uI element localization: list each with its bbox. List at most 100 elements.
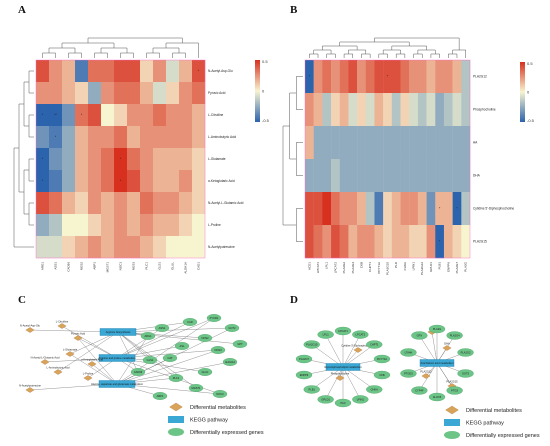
significance-mark: * [42,157,44,161]
gene-label: CKB [379,373,385,377]
heatmap-cell [140,60,154,83]
heatmap-cell [192,192,206,215]
heatmap-cell [374,126,384,160]
gene-label: GGT5 [462,372,470,376]
heatmap-cell [417,60,427,94]
heatmap-cell [114,192,128,215]
heatmap-cell [417,126,427,160]
heatmap-cell [114,236,128,259]
gene-node [130,368,146,376]
heatmap-cell [62,104,76,127]
heatmap-cell [339,93,349,127]
gene-node [224,324,240,332]
heatmap-cell [305,60,314,94]
gene-label: OAT [167,356,173,360]
heatmap-cell [101,170,115,193]
heatmap-cell [348,93,358,127]
heatmap-col-label: MGST1 [106,262,110,273]
heatmap-cell [62,170,76,193]
metabolite-node [353,347,363,353]
heatmap-cell [75,60,89,83]
gene-label: NOS3 [214,348,222,352]
network-edge [311,344,344,368]
heatmap-cell [75,236,89,259]
heatmap-cell [461,225,471,259]
network-edge [325,334,344,368]
dendrogram-link [87,37,183,43]
heatmap-row-label: L-Glutamate [208,157,226,161]
legend-metabolite-icon [445,405,459,415]
gene-label: CHKA [371,387,378,391]
gene-node [142,356,158,364]
heatmap-cell [400,192,410,226]
heatmap-cell [417,225,427,259]
kegg-pathway-label: Arachidonic acid metabolism [420,361,453,365]
legend-metabolite-label: Differential metabolites [190,405,246,411]
kegg-pathway-label: Glycerophospholipid metabolism [324,365,361,369]
heatmap-col-label: NOC3 [119,262,123,271]
heatmap-cell [391,60,401,94]
gene-node [303,385,320,394]
gene-node [366,340,383,349]
heatmap-row-label: N-Acetyl-L-Glutamic Acid [208,201,244,205]
heatmap-cell [49,170,63,193]
heatmap-row-label: N-Acetylputrescine [208,245,235,249]
gene-node [222,358,238,366]
scale-max-label: 0.5 [262,59,268,64]
heatmap-cell [391,93,401,127]
heatmap-cell [409,192,419,226]
heatmap-cell [400,60,410,94]
heatmap-cell [374,60,384,94]
heatmap-cell [409,93,419,127]
gene-label: GPLD1 [321,397,330,401]
heatmap-col-label: GLUL [171,262,175,270]
heatmap-col-label: NOS3 [132,262,136,271]
heatmap-cell [88,82,102,105]
heatmap-cell [62,236,76,259]
metabolite-label: N-Acetyl-Asp-Glu [20,324,41,328]
metabolite-node [87,361,97,367]
heatmap-cell [153,82,167,105]
gene-node [152,392,168,400]
heatmap-cell [75,82,89,105]
gene-label: GOT2 [228,326,236,330]
heatmap-cell [192,236,206,259]
heatmap-cell [313,126,323,160]
heatmap-cell [88,170,102,193]
heatmap-cell [426,126,436,160]
heatmap-cell [166,104,180,127]
gene-label: PCYT1A [377,357,387,361]
heatmap-cell [383,126,393,160]
dendrogram-link [374,37,460,50]
heatmap-cell [62,148,76,171]
network-edge [57,331,119,373]
heatmap-cell [153,60,167,83]
gene-node [154,324,170,332]
gene-node [140,332,156,340]
heatmap-cell [114,104,128,127]
heatmap-cell [313,159,323,193]
heatmap-cell [383,225,393,259]
gene-node [295,370,313,380]
significance-mark: * [42,179,44,183]
heatmap-cell [322,126,332,160]
row-dendrogram [282,76,303,242]
heatmap-cell [75,104,89,127]
metabolite-label: Pyruvic Acid [71,332,86,336]
heatmap-cell [426,93,436,127]
gene-label: PLA2G2 [461,350,471,354]
heatmap-cell [49,214,63,237]
heatmap-cell [101,214,115,237]
gene-label: PTGES [404,372,413,376]
scale-min-label: -0.5 [527,118,535,123]
gene-node [446,331,463,340]
network-edge [116,361,231,385]
heatmap-cell [127,192,141,215]
heatmap-cell [357,192,366,226]
heatmap-cell [383,159,393,193]
heatmap-cell [409,159,419,193]
gene-label: LPIN1 [357,397,365,401]
significance-mark: * [120,157,122,161]
network-edge [117,331,177,379]
heatmap-row-label: PLA2G15 [473,240,487,244]
